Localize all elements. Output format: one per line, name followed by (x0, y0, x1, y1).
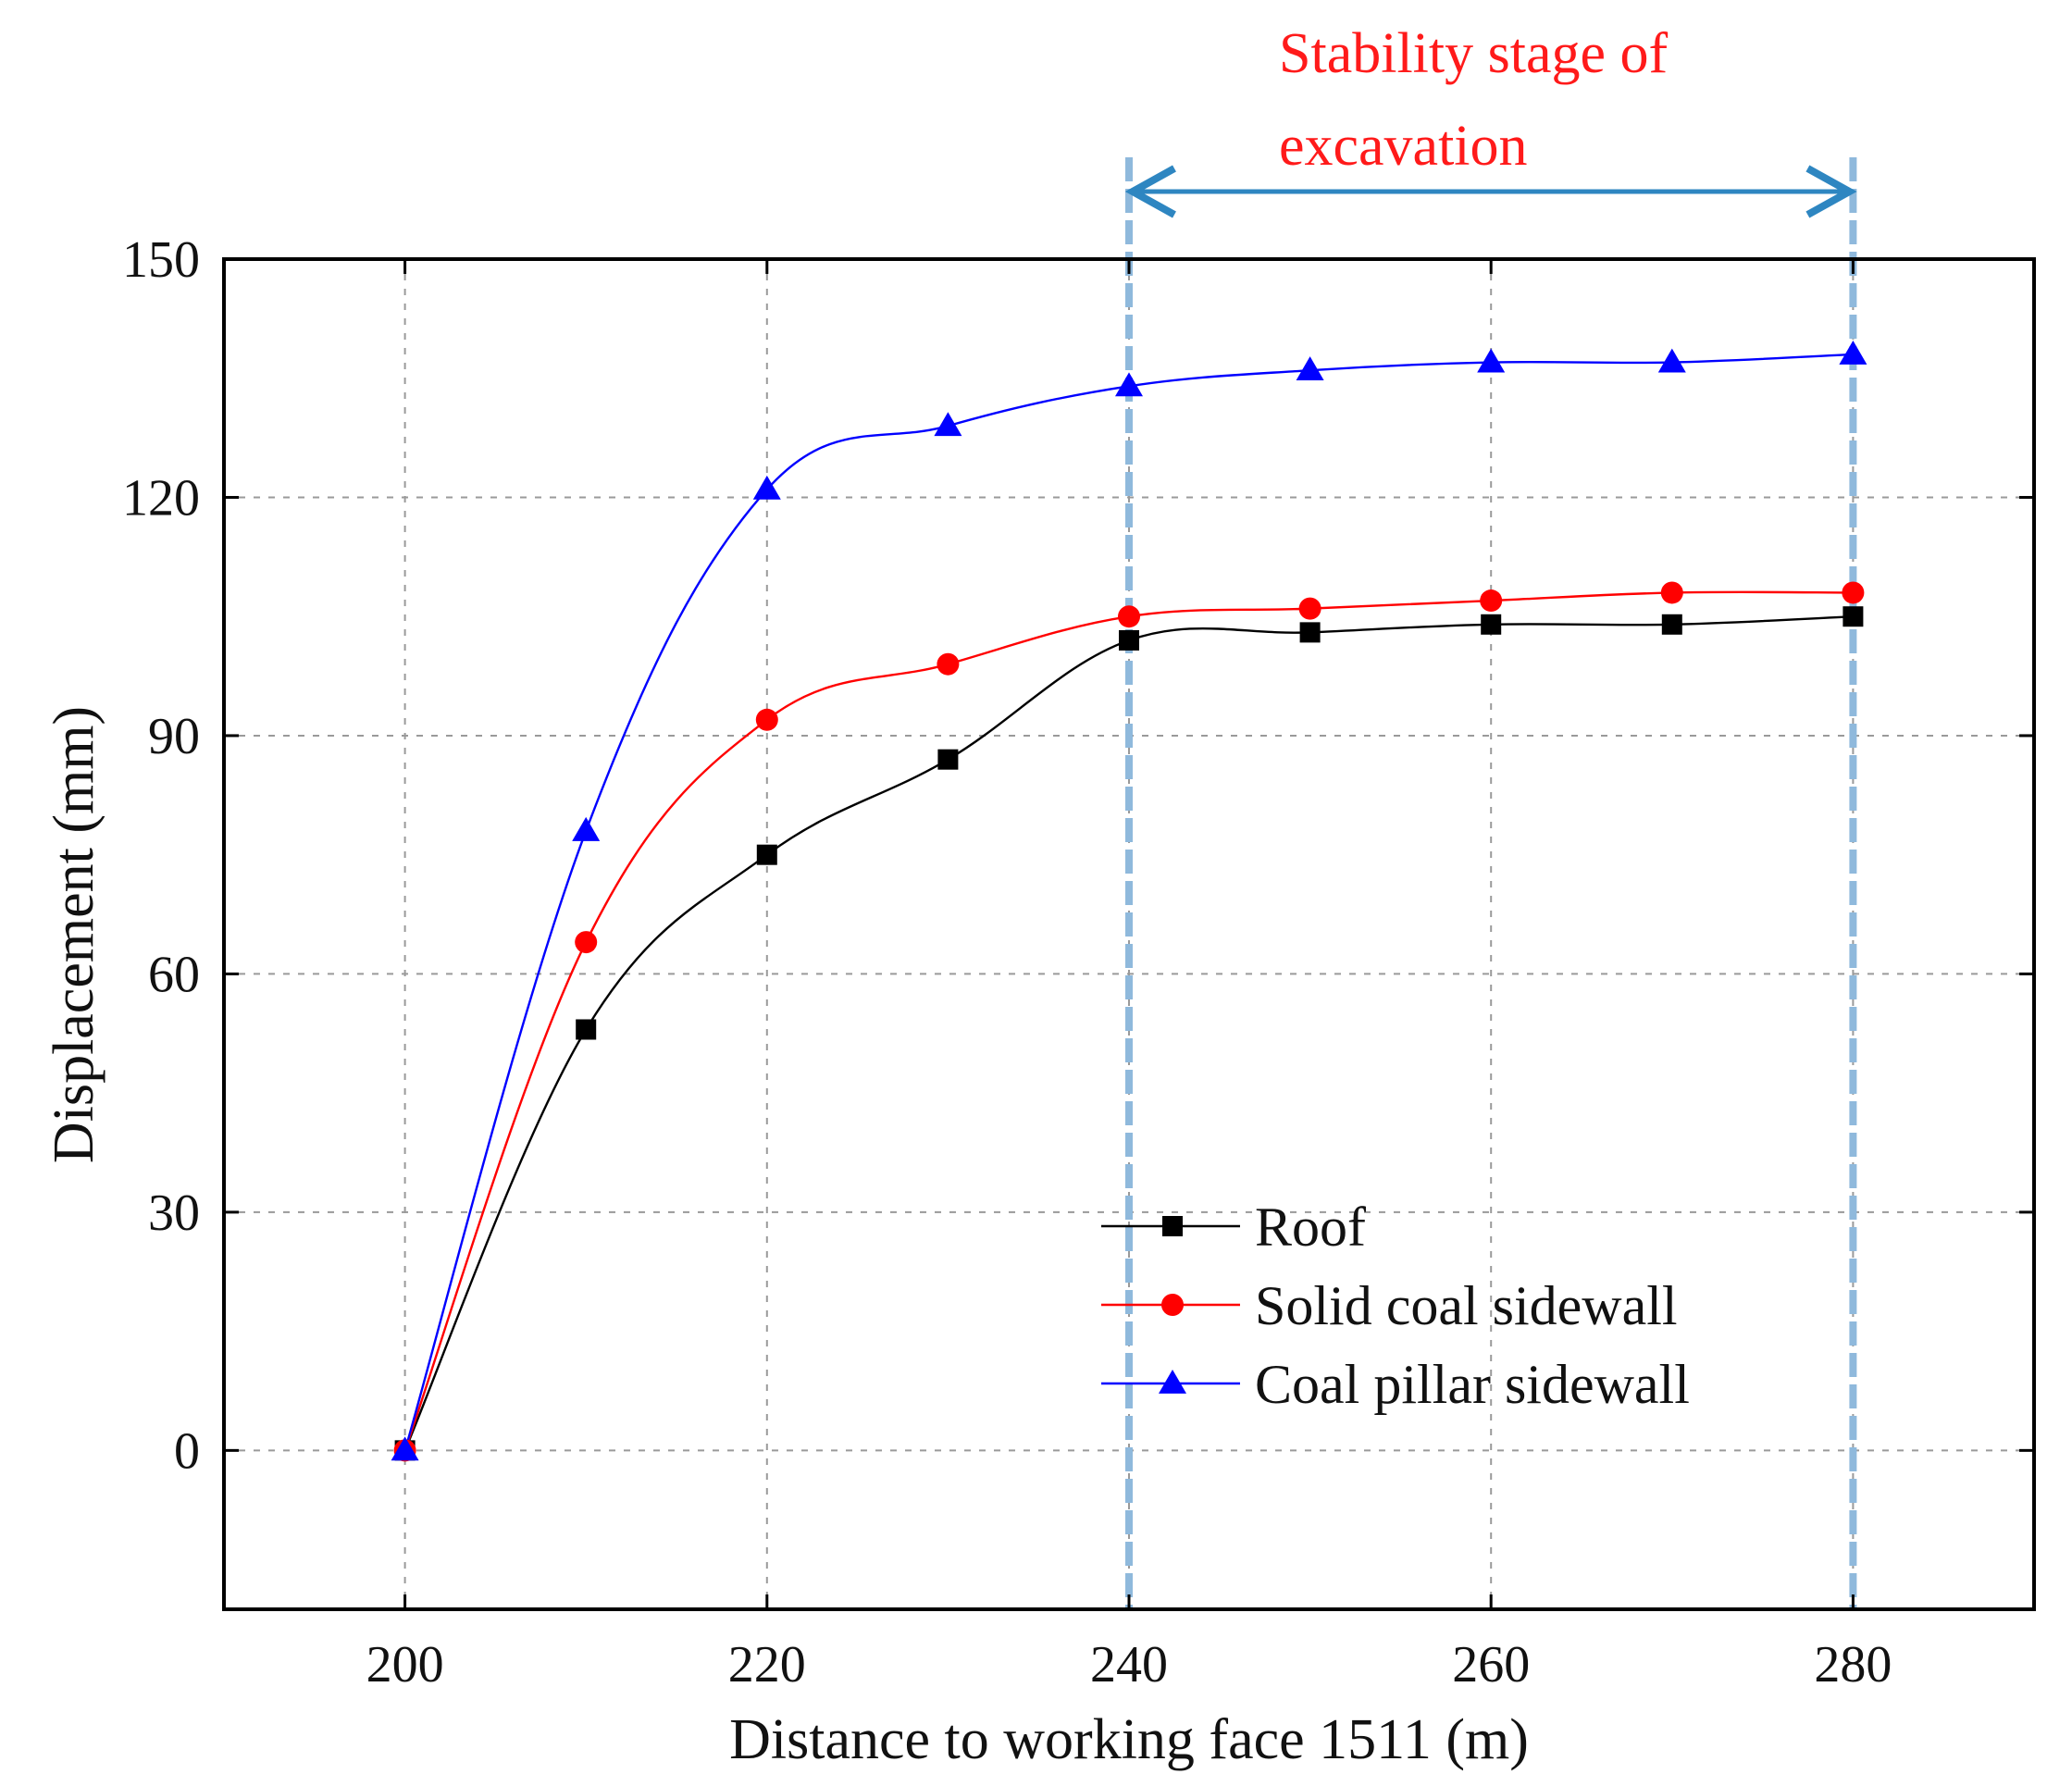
legend-label: Solid coal sidewall (1255, 1275, 1678, 1336)
data-point-circle (1298, 597, 1321, 620)
data-point-square (576, 1019, 597, 1040)
x-tick-label: 200 (366, 1636, 444, 1693)
data-point-triangle (1114, 372, 1144, 397)
axis-ticks: 200 220 240 260 280 0 30 60 90 120 150 (122, 231, 2034, 1693)
data-point-circle (1660, 581, 1683, 604)
y-tick-label: 120 (122, 469, 200, 527)
data-point-square (1661, 614, 1682, 635)
data-point-circle (1118, 605, 1140, 628)
data-point-square (937, 749, 959, 770)
x-tick-label: 220 (728, 1636, 806, 1693)
y-tick-label: 30 (148, 1185, 200, 1242)
data-point-circle (1480, 589, 1503, 613)
stability-annotation: Stability stage of excavation (1124, 22, 1857, 218)
legend-marker-triangle (1158, 1369, 1187, 1394)
data-point-triangle (934, 412, 962, 437)
y-tick-label: 150 (122, 231, 200, 289)
data-point-circle (1842, 581, 1865, 604)
data-point-triangle (1839, 340, 1867, 365)
data-point-triangle (572, 816, 601, 841)
data-point-square (1481, 614, 1502, 635)
stability-annotation-line-2: excavation (1279, 115, 1528, 178)
data-point-square (1119, 629, 1139, 651)
legend-label: Roof (1255, 1197, 1366, 1258)
legend-marker-circle (1161, 1294, 1184, 1316)
y-tick-label: 60 (148, 946, 200, 1003)
y-tick-label: 0 (174, 1422, 200, 1480)
data-point-triangle (1657, 348, 1686, 373)
data-point-triangle (1296, 356, 1324, 381)
data-point-circle (937, 652, 960, 676)
legend-marker-square (1162, 1216, 1183, 1236)
x-tick-label: 280 (1814, 1636, 1892, 1693)
stability-guide-lines (1125, 157, 1857, 1609)
data-point-triangle (752, 475, 781, 500)
data-markers (391, 340, 1867, 1462)
data-point-triangle (391, 1436, 419, 1461)
data-point-triangle (1477, 348, 1506, 373)
y-tick-label: 90 (148, 708, 200, 765)
data-point-square (756, 844, 777, 865)
x-tick-label: 240 (1090, 1636, 1168, 1693)
x-axis-title: Distance to working face 1511 (m) (729, 1708, 1529, 1771)
y-axis-title: Displacement (mm) (43, 706, 105, 1163)
stability-annotation-line-1: Stability stage of (1279, 22, 1669, 85)
data-point-circle (755, 708, 778, 731)
series-line-coal-pillar-sidewall (403, 353, 1854, 1451)
data-point-square (1299, 622, 1321, 643)
legend-label: Coal pillar sidewall (1255, 1354, 1690, 1415)
series-line-solid-coal-sidewall (403, 590, 1854, 1451)
data-point-square (1842, 606, 1864, 627)
x-tick-label: 260 (1452, 1636, 1530, 1693)
data-point-circle (575, 931, 598, 954)
legend: Roof Solid coal sidewall Coal pillar sidew… (1101, 1197, 1690, 1415)
